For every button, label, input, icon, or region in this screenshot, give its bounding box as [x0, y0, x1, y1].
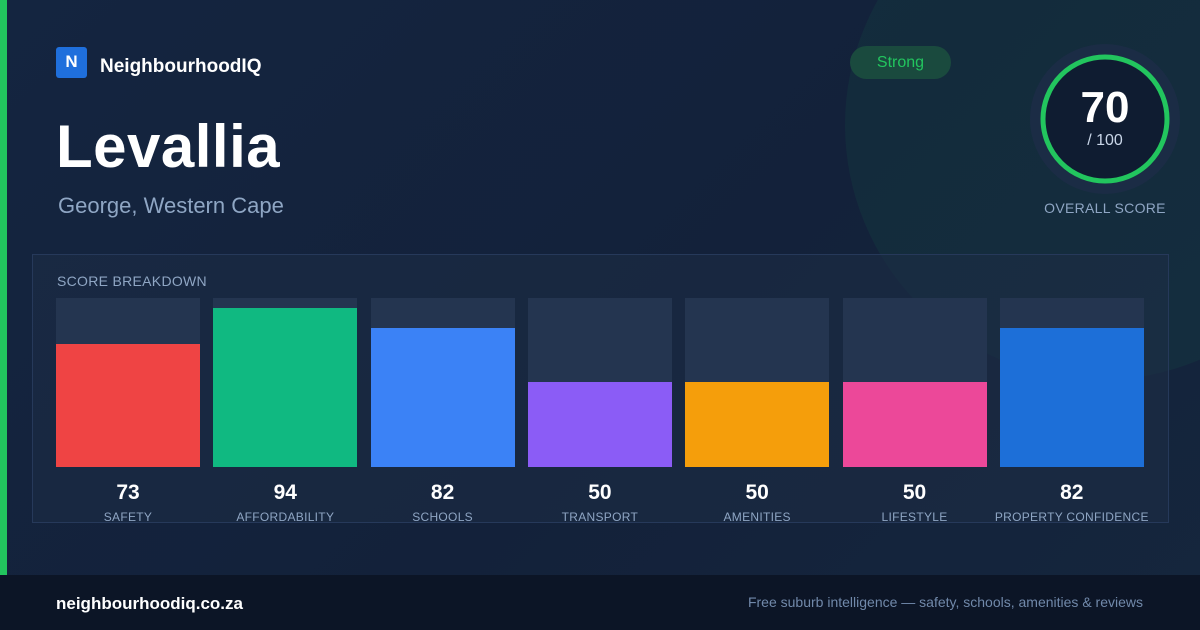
bar-fill [527, 382, 672, 467]
bar-value: 73 [116, 481, 140, 504]
suburb-title: Levallia [56, 113, 281, 180]
bar-value: 94 [273, 481, 297, 504]
bar-label: AMENITIES [723, 510, 791, 524]
brand-logo-icon: N [56, 46, 87, 78]
bar-value: 82 [1060, 481, 1084, 504]
bar-fill [56, 344, 200, 467]
bar-label: LIFESTYLE [881, 510, 948, 524]
footer-url-link[interactable]: neighbourhoodiq.co.za [56, 594, 243, 613]
footer-tagline: Free suburb intelligence — safety, schoo… [747, 594, 1143, 610]
bar-value: 50 [902, 481, 927, 504]
overall-score-ring: 70 / 100 [1029, 43, 1181, 195]
footer: neighbourhoodiq.co.za Free suburb intell… [0, 575, 1200, 630]
score-breakdown-panel: SCORE BREAKDOWN 73 SAFETY 94 AFFORDABILITY 8… [32, 254, 1169, 524]
bar-track [842, 298, 987, 467]
bar-track [56, 298, 200, 467]
bar-fill [213, 308, 358, 467]
bar-value: 82 [430, 481, 455, 504]
bar-value: 50 [745, 481, 769, 504]
suburb-location: George, Western Cape [58, 193, 284, 218]
bar-label: TRANSPORT [561, 510, 639, 524]
bar-fill [370, 328, 515, 467]
bar-fill [842, 382, 987, 467]
bar-fill [685, 382, 830, 467]
bar-track [685, 298, 830, 467]
accent-bar [0, 0, 7, 575]
brand-name: NeighbourhoodIQ [100, 56, 262, 77]
overall-score-label: OVERALL SCORE [1044, 200, 1166, 216]
score-ring-graphic [1030, 44, 1180, 194]
overall-score-max: / 100 [1087, 132, 1123, 149]
bar-fill [999, 328, 1144, 467]
score-ring-arc [1040, 54, 1170, 184]
bar-label: PROPERTY CONFIDENCE [994, 510, 1149, 524]
brand: N NeighbourhoodIQ [56, 46, 261, 78]
bar-track [213, 298, 358, 467]
breakdown-title: SCORE BREAKDOWN [57, 273, 207, 289]
bar-label: AFFORDABILITY [236, 510, 335, 524]
bar-label: SCHOOLS [412, 510, 473, 524]
bar-track [999, 298, 1144, 467]
bar-track [370, 298, 515, 467]
bar-label: SAFETY [103, 510, 153, 524]
bar-track [527, 298, 672, 467]
bar-value: 50 [588, 481, 612, 504]
rating-badge: Strong [850, 46, 951, 79]
overall-score-value: 70 [1080, 83, 1130, 132]
